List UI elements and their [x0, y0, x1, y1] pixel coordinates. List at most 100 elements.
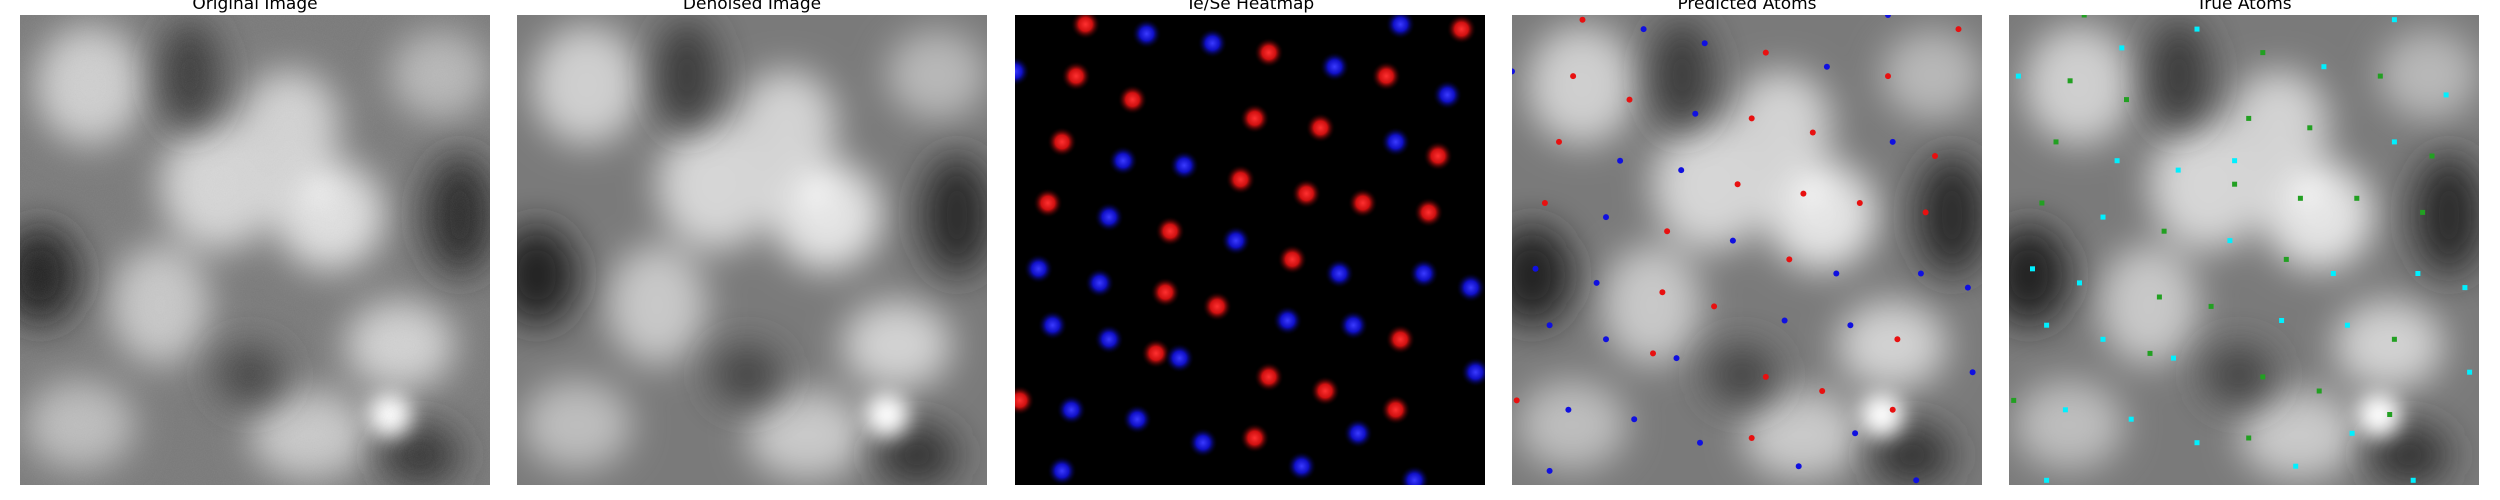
se-heat-spot [1324, 258, 1355, 289]
predicted-se-atom [1631, 416, 1638, 423]
panel-title: True Atoms [2196, 0, 2292, 14]
predicted-te-atom [1932, 153, 1938, 159]
panel-title: Te/Se Heatmap [1185, 0, 1315, 14]
predicted-te-atom [1650, 350, 1656, 357]
predicted-te-atom [1762, 49, 1769, 56]
te-heat-spot [1202, 291, 1233, 322]
predicted-se-atom [1729, 237, 1736, 244]
predicted-te-atom [1541, 200, 1548, 206]
predicted-te-atom [1786, 256, 1793, 263]
predicted-se-atom [1795, 463, 1802, 470]
true-atom-green [2429, 153, 2435, 159]
te-heat-spot [1239, 423, 1270, 453]
te-heat-spot [1047, 126, 1077, 157]
true-atom-green [2147, 350, 2153, 356]
se-heat-spot [1343, 418, 1374, 449]
te-heat-spot [1291, 178, 1322, 209]
se-heat-spot [1047, 455, 1077, 485]
se-heat-spot [1385, 15, 1416, 40]
te-heat-spot [1070, 15, 1101, 40]
predicted-te-atom [1856, 200, 1863, 206]
se-heat-spot [1169, 150, 1200, 181]
true-atom-green [2232, 181, 2238, 187]
predicted-te-atom [1809, 129, 1816, 136]
predicted-se-atom [1913, 477, 1920, 484]
true-atom-cyan [2344, 322, 2350, 328]
te-heat-spot [1015, 385, 1035, 416]
true-atom-green [2208, 303, 2214, 309]
true-atom-green [2377, 73, 2383, 79]
te-heat-spot [1446, 15, 1477, 45]
predicted-te-atom [1889, 406, 1896, 413]
panel-original: Original Image [20, 0, 490, 500]
predicted-se-atom [1593, 279, 1600, 286]
predicted-te-atom [1711, 303, 1718, 310]
true-atom-cyan [2194, 440, 2200, 446]
te-heat-spot [1277, 244, 1308, 275]
predicted-te-atom [1748, 115, 1755, 122]
se-heat-spot [1319, 51, 1350, 82]
predicted-se-atom [1512, 68, 1515, 75]
panel-title: Original Image [192, 0, 318, 14]
predicted-se-atom [1617, 157, 1624, 164]
se-heat-spot [1037, 310, 1068, 341]
se-heat-spot [1108, 145, 1139, 176]
true-atom-green [2316, 388, 2322, 394]
predicted-te-atom [1664, 228, 1671, 235]
true-atom-cyan [2330, 271, 2336, 276]
true-atom-green [2067, 78, 2073, 84]
predicted-te-atom [1885, 73, 1891, 80]
true-atom-cyan [2100, 214, 2106, 220]
se-heat-spot [1460, 357, 1485, 388]
predicted-se-atom [1847, 322, 1854, 329]
panel-denoised: Denoised Image [517, 0, 987, 500]
te-heat-spot [1413, 197, 1444, 228]
predicted-se-atom [1885, 15, 1891, 18]
te-heat-spot [1347, 188, 1378, 218]
true-atom-cyan [2175, 167, 2181, 173]
predicted-te-atom [1762, 373, 1769, 380]
se-heat-spot [1432, 79, 1463, 110]
se-heat-spot [1164, 343, 1195, 374]
predicted-se-atom [1917, 270, 1924, 277]
true-atom-cyan [2410, 477, 2416, 483]
true-atom-cyan [2128, 416, 2134, 422]
predicted-se-atom [1852, 430, 1859, 437]
true-atom-cyan [2194, 26, 2200, 32]
te-heat-spot [1380, 394, 1411, 425]
se-heat-spot [1023, 253, 1054, 284]
true-atom-cyan [2030, 266, 2035, 272]
se-heat-spot [1272, 305, 1303, 336]
te-heat-spot [1253, 37, 1284, 68]
true-atom-green [2011, 397, 2017, 403]
predicted-se-atom [1546, 322, 1553, 329]
true-atom-green [2039, 200, 2045, 206]
se-heat-spot [1122, 404, 1153, 435]
predicted-se-atom [1546, 467, 1553, 474]
true-atom-cyan [2391, 139, 2397, 145]
se-heat-spot [1197, 28, 1228, 59]
predicted-image [1512, 15, 1982, 485]
predicted-se-atom [1532, 265, 1539, 272]
heatmap-image [1015, 15, 1485, 485]
te-heat-spot [1239, 103, 1270, 134]
predicted-te-atom [1659, 289, 1666, 296]
se-heat-spot [1399, 465, 1430, 485]
panel-predicted: Predicted Atoms [1512, 0, 1982, 500]
predicted-te-atom [1800, 190, 1807, 197]
panel-title: Denoised Image [682, 0, 822, 14]
predicted-se-atom [1833, 270, 1840, 277]
true-atom-green [2283, 256, 2289, 262]
true-atom-green [2161, 228, 2167, 234]
true-atom-green [2307, 125, 2313, 131]
predicted-se-atom [1678, 167, 1685, 174]
true-atom-cyan [2467, 369, 2473, 375]
se-heat-spot [1220, 225, 1251, 256]
true-atom-green [2391, 336, 2397, 342]
true-atom-cyan [2462, 285, 2468, 291]
true-atom-cyan [2015, 73, 2021, 79]
se-heat-spot [1338, 310, 1369, 341]
te-heat-spot [1061, 61, 1092, 92]
predicted-te-atom [1579, 16, 1586, 23]
true-atom-cyan [2321, 64, 2327, 70]
